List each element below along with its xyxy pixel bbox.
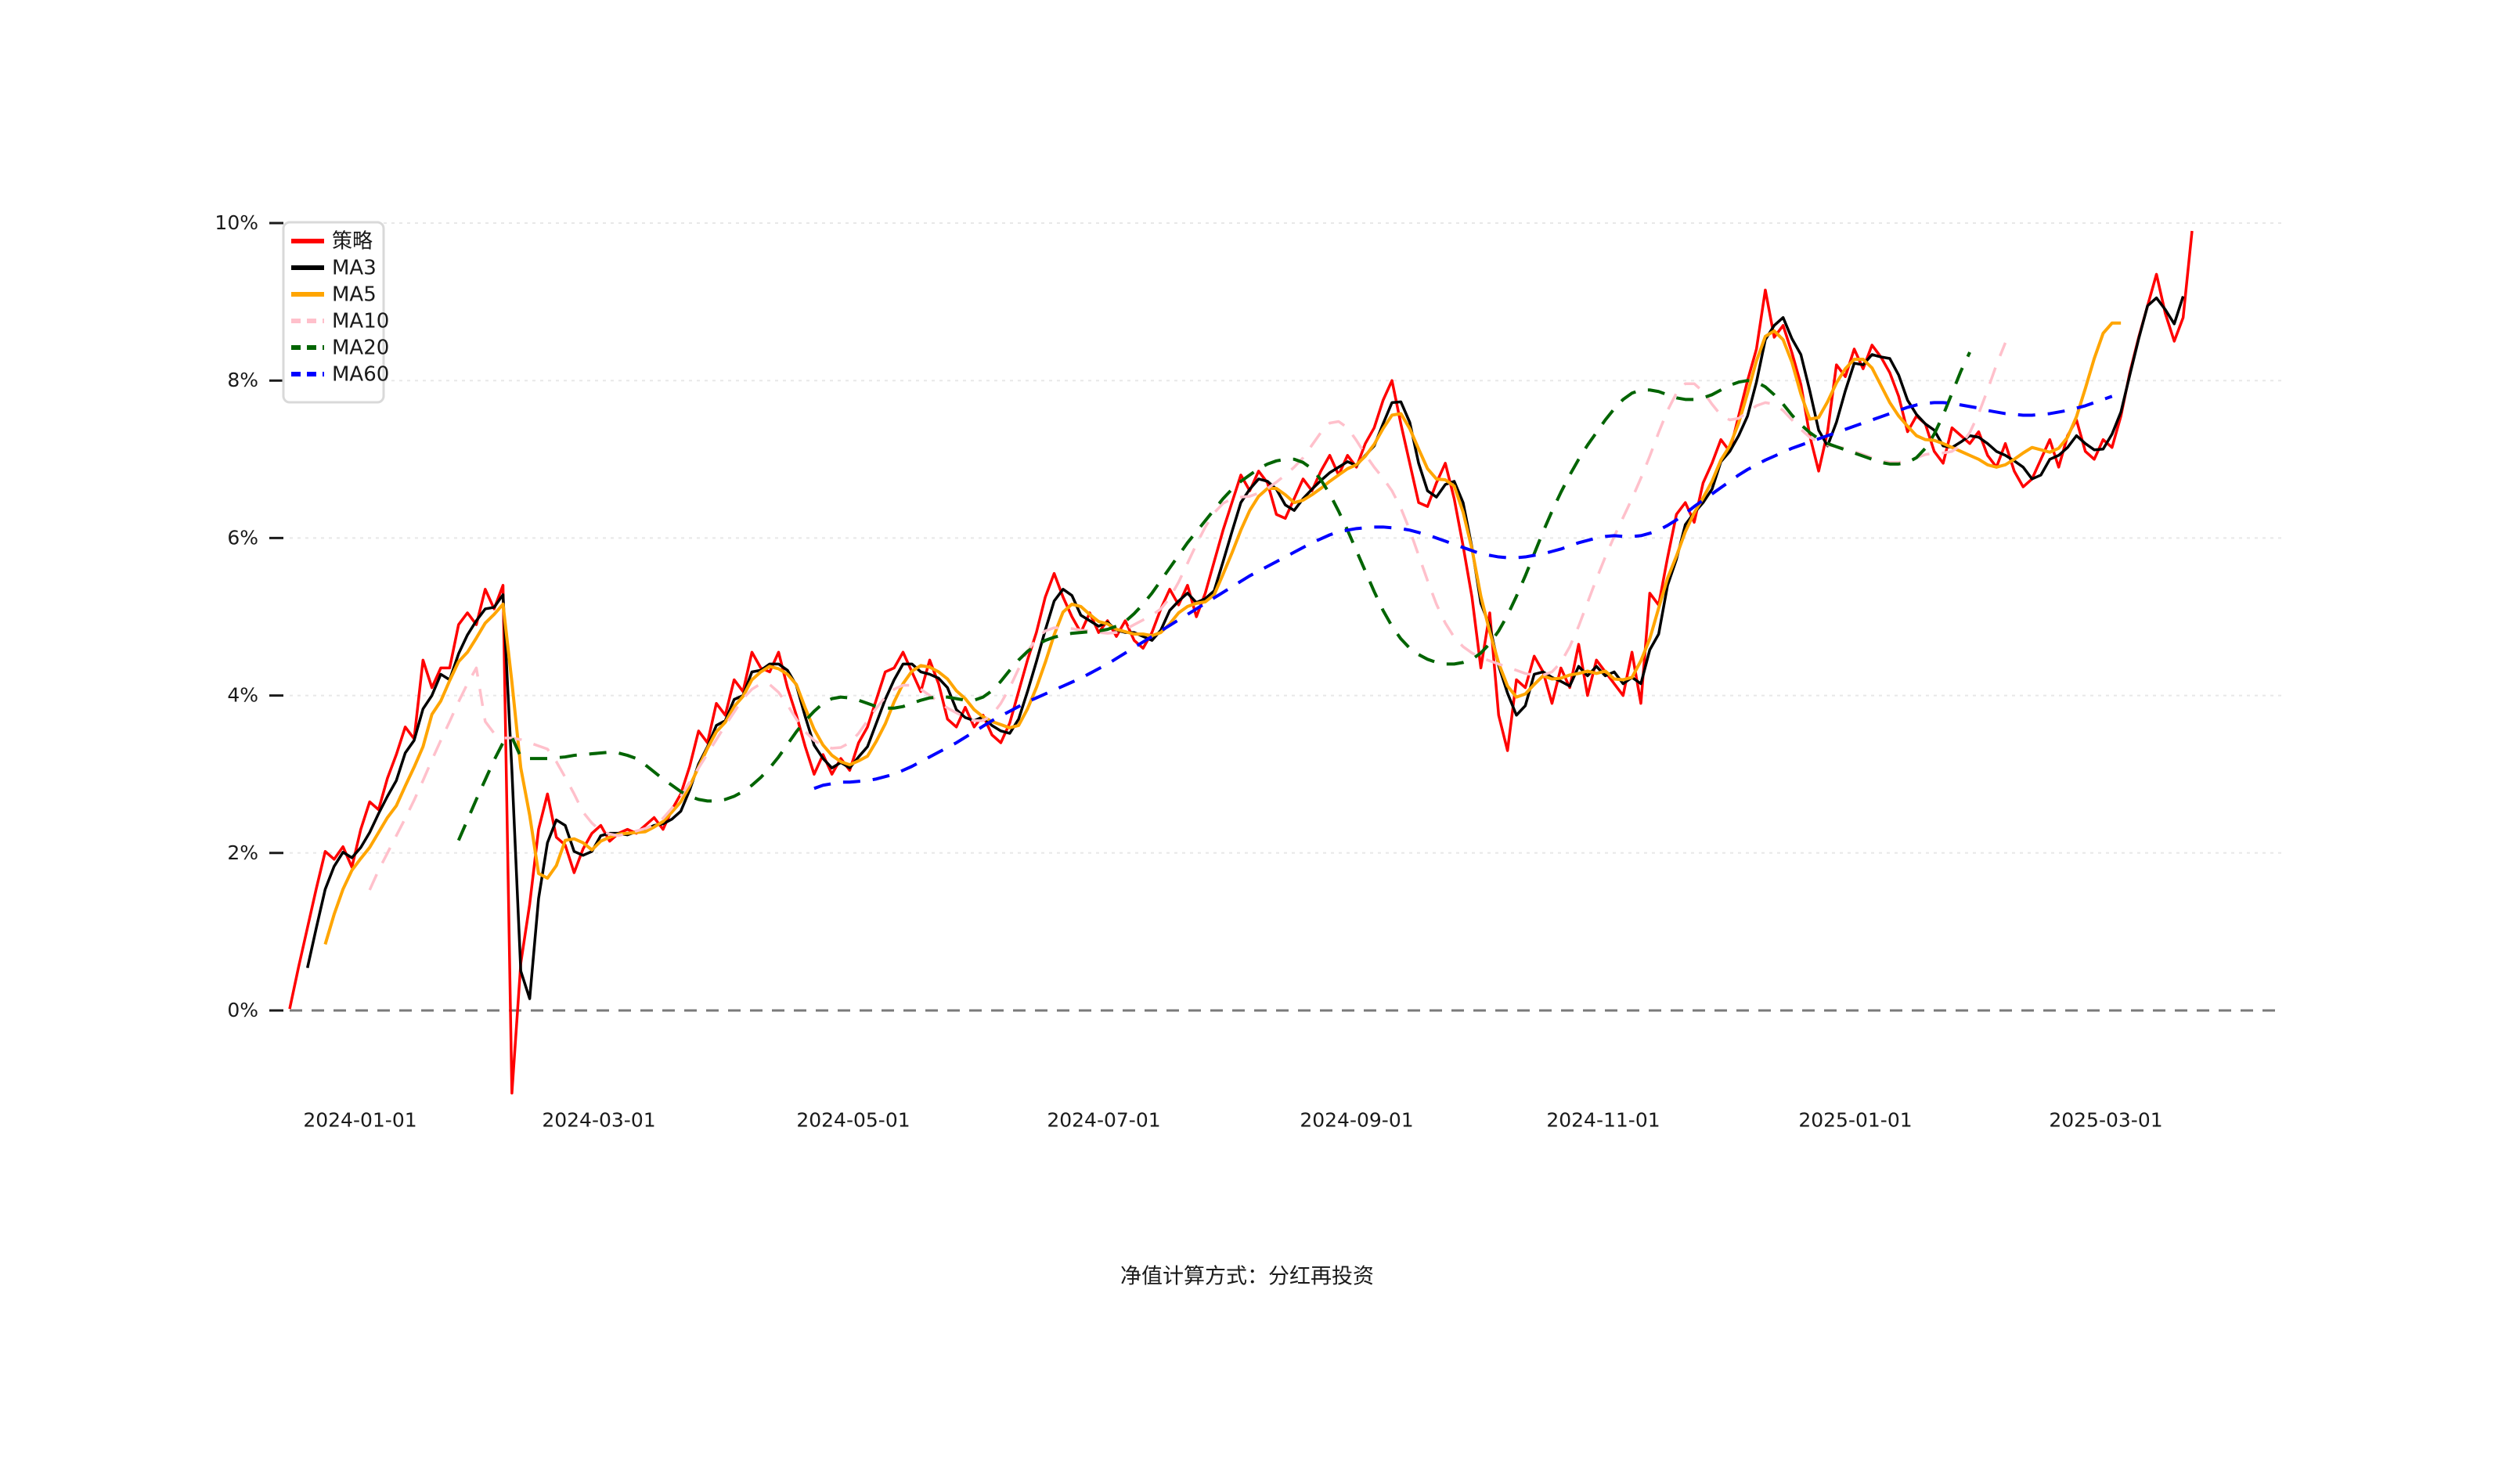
series-line-ma5 — [323, 321, 2122, 946]
legend-label-ma60[interactable]: MA60 — [332, 363, 389, 387]
y-tick-label: 2% — [227, 841, 258, 864]
series-line-ma60 — [813, 394, 2113, 791]
x-tick-label: 2024-07-01 — [1047, 1108, 1160, 1131]
y-tick-label: 4% — [227, 684, 258, 707]
data-series-group — [288, 230, 2194, 1095]
x-tick-label: 2024-11-01 — [1546, 1108, 1660, 1131]
gridlines — [290, 222, 2284, 1012]
footer-note: 净值计算方式：分红再投资 — [1120, 1265, 1374, 1289]
x-axis-tick-labels: 2024-01-01 2024-03-01 2024-05-01 2024-07-01… — [303, 1108, 2162, 1131]
legend-label-ma10[interactable]: MA10 — [332, 310, 389, 333]
x-tick-label: 2024-01-01 — [303, 1108, 416, 1131]
y-tick-label: 6% — [227, 526, 258, 549]
x-tick-label: 2025-03-01 — [2049, 1108, 2162, 1131]
y-tick-label: 10% — [215, 211, 258, 234]
y-tick-label: 8% — [227, 369, 258, 391]
chart-legend: 策略 MA3 MA5 MA10 MA20 MA60 — [282, 221, 389, 404]
legend-label-ma5[interactable]: MA5 — [332, 283, 377, 307]
legend-label-ma3[interactable]: MA3 — [332, 257, 377, 280]
x-tick-label: 2025-01-01 — [1798, 1108, 1912, 1131]
y-axis-tick-labels: 0% 2% 4% 6% 8% 10% — [215, 211, 258, 1021]
series-line-策略 — [288, 230, 2194, 1095]
x-tick-label: 2024-03-01 — [542, 1108, 655, 1131]
legend-label-策略[interactable]: 策略 — [332, 230, 373, 254]
legend-label-ma20[interactable]: MA20 — [332, 337, 389, 360]
y-tick-label: 0% — [227, 999, 258, 1021]
y-tick-marks — [269, 222, 283, 1012]
series-line-ma20 — [456, 351, 1971, 841]
series-line-ma10 — [368, 342, 2007, 891]
x-tick-label: 2024-09-01 — [1300, 1108, 1413, 1131]
x-tick-label: 2024-05-01 — [796, 1108, 910, 1131]
